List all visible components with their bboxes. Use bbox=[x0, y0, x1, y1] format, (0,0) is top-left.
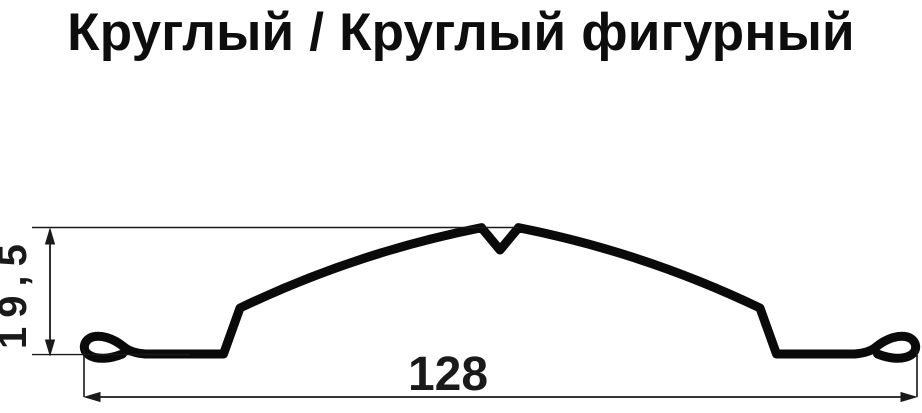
svg-text:19,5: 19,5 bbox=[0, 235, 35, 349]
svg-text:128: 128 bbox=[408, 348, 488, 401]
